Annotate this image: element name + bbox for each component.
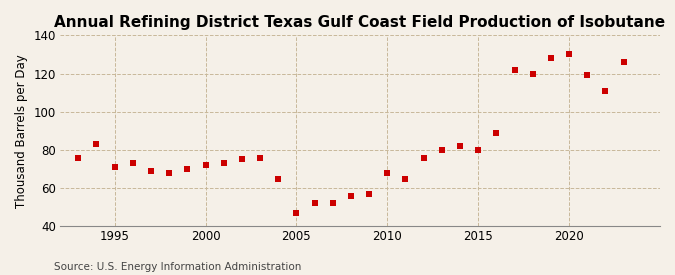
Point [182,167,193,171]
Point [472,148,483,152]
Point [382,171,393,175]
Point [545,56,556,60]
Point [400,176,411,181]
Point [309,201,320,206]
Point [491,131,502,135]
Y-axis label: Thousand Barrels per Day: Thousand Barrels per Day [15,54,28,208]
Point [418,155,429,160]
Point [109,165,120,169]
Point [346,194,356,198]
Point [128,161,138,166]
Point [364,192,375,196]
Point [582,73,593,78]
Point [218,161,229,166]
Point [91,142,102,146]
Text: Source: U.S. Energy Information Administration: Source: U.S. Energy Information Administ… [54,262,301,272]
Point [164,171,175,175]
Point [291,211,302,215]
Point [600,89,611,93]
Point [527,71,538,76]
Point [146,169,157,173]
Point [327,201,338,206]
Point [455,144,466,148]
Point [437,148,448,152]
Point [509,68,520,72]
Title: Annual Refining District Texas Gulf Coast Field Production of Isobutane: Annual Refining District Texas Gulf Coas… [55,15,666,30]
Point [618,60,629,64]
Point [564,52,574,57]
Point [273,176,284,181]
Point [73,155,84,160]
Point [254,155,265,160]
Point [200,163,211,167]
Point [236,157,247,162]
